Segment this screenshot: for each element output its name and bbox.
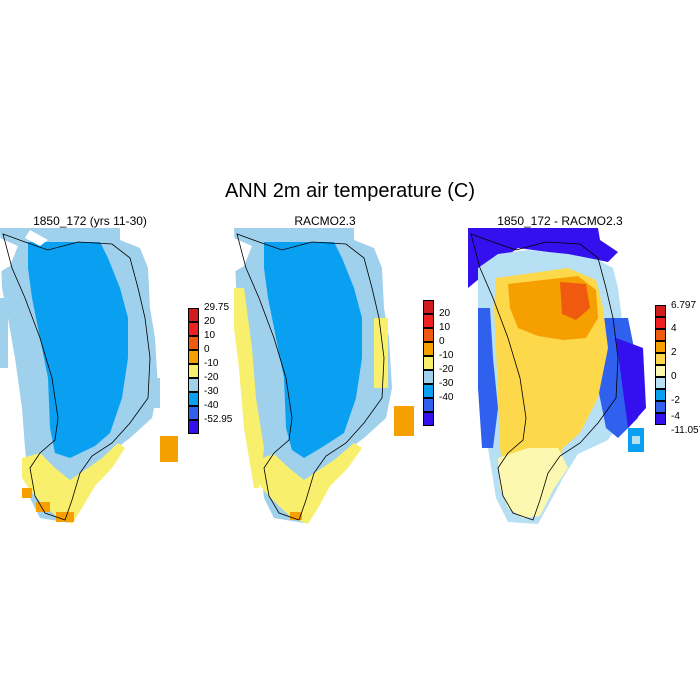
panel-title-diff: 1850_172 - RACMO2.3: [497, 214, 623, 228]
colorbar-label: -20: [439, 364, 454, 375]
cells-canada-north: [234, 238, 252, 272]
cells-south-orange-2: [56, 512, 74, 522]
map-model: [0, 228, 178, 524]
colorbar-label: 10: [204, 330, 216, 341]
colorbar-label: 4: [671, 323, 677, 334]
cells-west-coast: [0, 298, 8, 368]
cells-west-coast-yellow: [234, 288, 264, 488]
cells-east-coast-yellow: [150, 378, 160, 408]
colorbar-label: -10: [439, 350, 454, 361]
colorbar-label: -40: [439, 392, 454, 403]
cells-ice-interior: [28, 242, 128, 458]
cells-iceland-light: [632, 436, 640, 444]
cells-northwest-blue: [468, 228, 618, 288]
cells-south-orange: [290, 512, 302, 520]
grid-cells-diff: [468, 228, 646, 524]
cells-east-coast-yellow: [374, 318, 388, 388]
colorbar-label: 20: [204, 316, 216, 327]
cells-iceland-orange: [394, 406, 414, 436]
cells-east-coast-darkblue: [616, 338, 646, 428]
colorbar-label: -20: [204, 372, 219, 383]
cells-canada-north: [0, 238, 18, 272]
map-obs: [234, 228, 414, 524]
colorbar-label: -2: [671, 395, 680, 406]
colorbar-label: 2: [671, 347, 677, 358]
cells-iceland-orange: [160, 436, 178, 462]
colorbar-label: 0: [671, 371, 677, 382]
colorbar-label: 10: [439, 322, 451, 333]
cells-interior-darkorange: [560, 282, 590, 320]
colorbar-label: -11.057: [671, 425, 700, 436]
panel-title-model: 1850_172 (yrs 11-30): [33, 214, 147, 228]
colorbar-label: -52.95: [204, 414, 233, 425]
colorbar-label: 0: [204, 344, 210, 355]
grid-cells-model: [0, 228, 178, 524]
cells-south-coast: [256, 443, 362, 524]
map-diff: [468, 228, 646, 524]
cells-ice-interior: [264, 242, 362, 458]
colorbar-label: 20: [439, 308, 451, 319]
cells-southwest-orange: [22, 488, 32, 498]
panel-title-obs: RACMO2.3: [294, 214, 356, 228]
colorbar-label: 6.797: [671, 300, 697, 311]
coastline-model: [2, 233, 151, 521]
grid-cells-obs: [234, 228, 414, 524]
colorbar-label: 0: [439, 336, 445, 347]
coastline-diff: [470, 233, 619, 521]
colorbar-label: 29.75: [204, 302, 230, 313]
colorbar-label: -30: [439, 378, 454, 389]
figure-title: ANN 2m air temperature (C): [224, 180, 476, 202]
cells-south-pale: [498, 448, 568, 518]
colorbar-label: -30: [204, 386, 219, 397]
coastline-obs: [236, 233, 385, 521]
colorbar-label: -4: [671, 411, 680, 422]
cells-northern-gap: [25, 230, 48, 246]
cells-south-orange-1: [36, 502, 50, 512]
cells-west-coast-blue: [478, 308, 498, 448]
colorbar-label: -40: [204, 400, 219, 411]
colorbar-label: -10: [204, 358, 219, 369]
